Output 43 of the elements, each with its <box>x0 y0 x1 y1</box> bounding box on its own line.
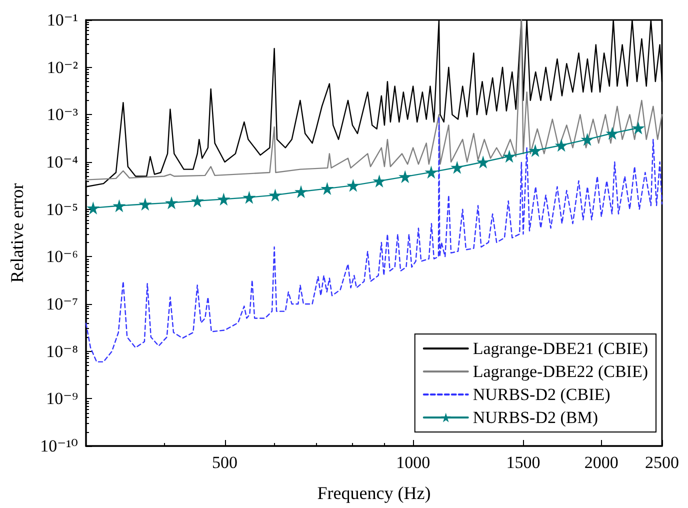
point <box>580 132 594 146</box>
x-axis-title: Frequency (Hz) <box>317 483 431 503</box>
point <box>138 198 152 211</box>
point <box>268 188 282 202</box>
point <box>372 174 386 188</box>
x-tick-label: 1500 <box>506 453 540 472</box>
y-tick-label: 10⁻¹ <box>46 10 78 30</box>
point <box>217 192 230 206</box>
point <box>502 150 516 163</box>
x-tick-label: 2000 <box>584 453 618 472</box>
point <box>165 196 178 210</box>
point <box>398 170 412 184</box>
point <box>86 201 100 214</box>
y-tick-label: 10⁻³ <box>46 105 78 124</box>
point <box>320 182 334 196</box>
point <box>554 138 568 152</box>
x-tick-label: 2500 <box>645 453 679 472</box>
y-axis-title: Relative error <box>7 183 27 283</box>
point <box>242 190 256 204</box>
y-tick-label: 10⁻⁸ <box>46 342 78 361</box>
legend-label: Lagrange-DBE22 (CBIE) <box>472 362 648 381</box>
y-tick-label: 10⁻² <box>46 58 78 77</box>
point <box>632 121 645 134</box>
point <box>346 178 360 192</box>
legend-label: NURBS-D2 (CBIE) <box>472 385 610 404</box>
point <box>450 160 464 174</box>
point <box>606 126 619 140</box>
x-tick-label: 1000 <box>396 453 430 472</box>
y-tick-label: 10⁻⁹ <box>46 389 78 408</box>
point <box>112 199 126 212</box>
point <box>476 156 490 168</box>
legend-label: Lagrange-DBE21 (CBIE) <box>472 339 648 358</box>
legend-label: NURBS-D2 (BM) <box>472 408 598 427</box>
x-tick-label: 500 <box>212 453 238 472</box>
point <box>294 185 308 198</box>
point <box>190 194 204 208</box>
y-tick-label: 10⁻⁷ <box>46 294 78 314</box>
y-tick-label: 10⁻⁵ <box>46 200 78 219</box>
point <box>528 144 542 157</box>
y-tick-label: 10⁻⁶ <box>46 247 78 266</box>
y-tick-label: 10⁻¹⁰ <box>40 436 78 456</box>
point <box>424 166 438 179</box>
y-tick-label: 10⁻⁴ <box>46 152 78 172</box>
